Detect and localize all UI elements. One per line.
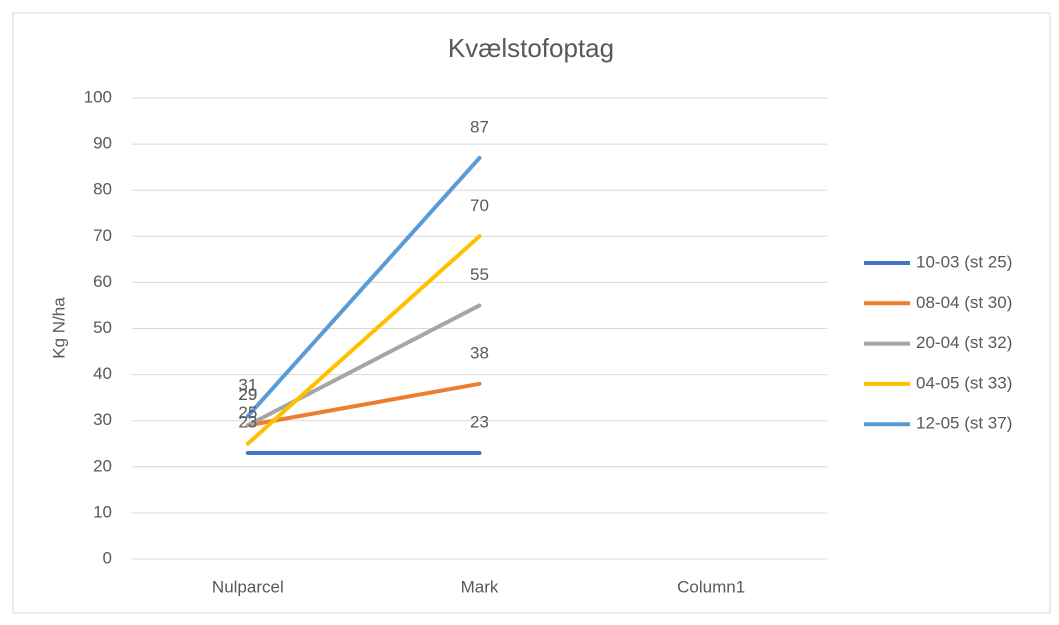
y-axis-title: Kg N/ha (49, 297, 68, 359)
y-tick-label: 60 (93, 272, 112, 291)
data-label: 38 (470, 343, 489, 362)
data-label: 87 (470, 117, 489, 136)
series-line (245, 303, 482, 428)
data-label: 25 (238, 403, 257, 422)
data-label: 29 (238, 385, 257, 404)
series-line (245, 381, 482, 428)
legend-label: 04-05 (st 33) (916, 373, 1012, 392)
x-tick-label: Column1 (677, 577, 745, 596)
legend-label: 12-05 (st 37) (916, 414, 1012, 433)
series-line (245, 155, 482, 419)
x-tick-label: Nulparcel (212, 577, 284, 596)
data-label: 23 (238, 412, 257, 431)
legend-label: 10-03 (st 25) (916, 252, 1012, 271)
y-tick-label: 90 (93, 134, 112, 153)
data-label: 23 (470, 412, 489, 431)
y-tick-label: 30 (93, 410, 112, 429)
y-tick-label: 100 (84, 87, 112, 106)
series-line (245, 234, 482, 446)
y-tick-label: 50 (93, 318, 112, 337)
y-tick-label: 80 (93, 180, 112, 199)
y-tick-label: 0 (103, 548, 112, 567)
y-tick-label: 10 (93, 502, 112, 521)
y-tick-label: 70 (93, 226, 112, 245)
data-label: 70 (470, 196, 489, 215)
y-tick-label: 40 (93, 364, 112, 383)
data-label: 31 (238, 376, 257, 395)
data-label: 29 (238, 385, 257, 404)
chart-title: Kvælstofoptag (448, 33, 614, 63)
legend-label: 20-04 (st 32) (916, 333, 1012, 352)
x-tick-label: Mark (461, 577, 499, 596)
chart-border (12, 12, 1051, 614)
legend-label: 08-04 (st 30) (916, 293, 1012, 312)
data-label: 55 (470, 265, 489, 284)
y-tick-label: 20 (93, 456, 112, 475)
